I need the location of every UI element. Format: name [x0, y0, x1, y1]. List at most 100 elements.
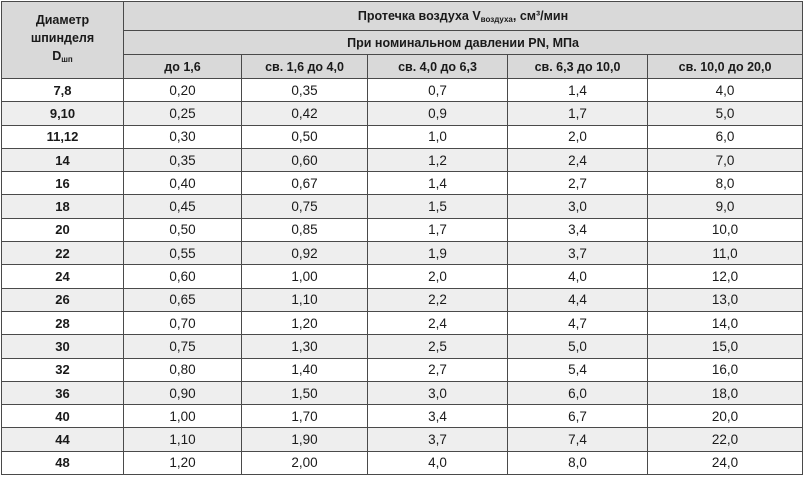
spindle-diameter-cell: 9,10	[1, 101, 124, 126]
spindle-diameter-cell: 32	[1, 357, 124, 382]
leakage-value-cell: 7,4	[507, 427, 648, 452]
leakage-value-cell: 8,0	[646, 171, 804, 196]
leakage-value-cell: 1,5	[367, 194, 508, 219]
table-row: 7,8 0,20 0,35 0,7 1,4 4,0	[1, 77, 804, 103]
air-leakage-title: Протечка воздуха Vвоздуха, см³/мин	[122, 1, 804, 31]
leakage-value-cell: 3,0	[367, 380, 508, 406]
leakage-value-cell: 12,0	[646, 264, 804, 289]
spindle-diameter-cell: 36	[1, 380, 124, 406]
leakage-value-cell: 14,0	[646, 310, 804, 336]
corner-symbol: D	[52, 49, 62, 63]
title-tail: , см³/мин	[512, 8, 569, 23]
leakage-value-cell: 20,0	[646, 404, 804, 429]
leakage-value-cell: 2,4	[507, 147, 648, 173]
leakage-value-cell: 1,30	[241, 334, 368, 359]
leakage-value-cell: 22,0	[646, 427, 804, 452]
table-row: 36 0,90 1,50 3,0 6,0 18,0	[1, 380, 804, 406]
spindle-diameter-cell: 40	[1, 404, 124, 429]
leakage-value-cell: 15,0	[646, 334, 804, 359]
leakage-value-cell: 0,70	[123, 310, 242, 336]
spindle-diameter-cell: 44	[1, 427, 124, 452]
leakage-value-cell: 16,0	[646, 357, 804, 382]
leakage-value-cell: 5,0	[507, 334, 648, 359]
title-subscript: воздуха	[480, 14, 513, 24]
leakage-value-cell: 0,40	[123, 171, 242, 196]
leakage-value-cell: 3,7	[367, 427, 508, 452]
spindle-diameter-cell: 11,12	[1, 124, 124, 149]
leakage-value-cell: 5,4	[507, 357, 648, 382]
leakage-value-cell: 1,00	[123, 404, 242, 429]
spindle-diameter-cell: 24	[1, 264, 124, 289]
table-row: 30 0,75 1,30 2,5 5,0 15,0	[1, 334, 804, 359]
leakage-value-cell: 11,0	[646, 241, 804, 266]
leakage-value-cell: 0,50	[241, 124, 368, 149]
leakage-value-cell: 4,0	[507, 264, 648, 289]
leakage-value-cell: 2,4	[367, 310, 508, 336]
leakage-value-cell: 0,42	[241, 101, 368, 126]
spindle-diameter-cell: 48	[1, 450, 124, 476]
leakage-value-cell: 9,0	[646, 194, 804, 219]
table-row: 32 0,80 1,40 2,7 5,4 16,0	[1, 357, 804, 382]
leakage-value-cell: 8,0	[507, 450, 648, 476]
leakage-value-cell: 2,2	[367, 287, 508, 312]
air-leakage-table: Диаметр шпинделя Dшп Протечка воздуха Vв…	[1, 1, 804, 476]
leakage-value-cell: 2,0	[367, 264, 508, 289]
leakage-value-cell: 3,0	[507, 194, 648, 219]
table-row: 16 0,40 0,67 1,4 2,7 8,0	[1, 171, 804, 196]
leakage-value-cell: 0,30	[123, 124, 242, 149]
leakage-value-cell: 0,45	[123, 194, 242, 219]
leakage-value-cell: 0,60	[123, 264, 242, 289]
leakage-value-cell: 1,00	[241, 264, 368, 289]
table-header: Диаметр шпинделя Dшп Протечка воздуха Vв…	[1, 1, 804, 79]
leakage-value-cell: 0,25	[123, 101, 242, 126]
column-header: св. 10,0 до 20,0	[646, 54, 804, 79]
leakage-value-cell: 0,35	[123, 147, 242, 173]
leakage-value-cell: 24,0	[646, 450, 804, 476]
leakage-value-cell: 1,2	[367, 147, 508, 173]
table-row: 18 0,45 0,75 1,5 3,0 9,0	[1, 194, 804, 219]
leakage-value-cell: 1,0	[367, 124, 508, 149]
leakage-value-cell: 1,90	[241, 427, 368, 452]
leakage-value-cell: 1,10	[241, 287, 368, 312]
table-row: 24 0,60 1,00 2,0 4,0 12,0	[1, 264, 804, 289]
spindle-diameter-cell: 22	[1, 241, 124, 266]
spindle-diameter-cell: 26	[1, 287, 124, 312]
title-main: Протечка воздуха V	[357, 8, 481, 23]
table-row: 44 1,10 1,90 3,7 7,4 22,0	[1, 427, 804, 452]
spindle-diameter-cell: 18	[1, 194, 124, 219]
leakage-value-cell: 1,4	[367, 171, 508, 196]
table-body: 7,8 0,20 0,35 0,7 1,4 4,0 9,10 0,25 0,42 0,9 1,7 5,…	[1, 77, 804, 476]
leakage-value-cell: 3,4	[367, 404, 508, 429]
table-row: 11,12 0,30 0,50 1,0 2,0 6,0	[1, 124, 804, 149]
column-header: св. 6,3 до 10,0	[507, 54, 648, 79]
leakage-value-cell: 2,0	[507, 124, 648, 149]
leakage-value-cell: 6,0	[507, 380, 648, 406]
leakage-value-cell: 7,0	[646, 147, 804, 173]
table-row: 40 1,00 1,70 3,4 6,7 20,0	[1, 404, 804, 429]
leakage-value-cell: 0,60	[241, 147, 368, 173]
leakage-value-cell: 6,0	[646, 124, 804, 149]
spindle-diameter-header: Диаметр шпинделя Dшп	[1, 1, 124, 79]
leakage-value-cell: 2,7	[367, 357, 508, 382]
leakage-value-cell: 4,7	[507, 310, 648, 336]
table-row: 22 0,55 0,92 1,9 3,7 11,0	[1, 241, 804, 266]
corner-subscript: шп	[61, 55, 73, 64]
leakage-value-cell: 13,0	[646, 287, 804, 312]
spindle-diameter-cell: 20	[1, 217, 124, 243]
leakage-value-cell: 4,0	[646, 77, 804, 103]
leakage-value-cell: 0,75	[123, 334, 242, 359]
leakage-value-cell: 1,7	[367, 217, 508, 243]
leakage-value-cell: 0,7	[367, 77, 508, 103]
leakage-value-cell: 0,55	[123, 241, 242, 266]
spindle-diameter-cell: 28	[1, 310, 124, 336]
table-row: 9,10 0,25 0,42 0,9 1,7 5,0	[1, 101, 804, 126]
leakage-value-cell: 2,7	[507, 171, 648, 196]
leakage-value-cell: 18,0	[646, 380, 804, 406]
table-row: 28 0,70 1,20 2,4 4,7 14,0	[1, 310, 804, 336]
corner-line1: Диаметр	[35, 13, 90, 27]
leakage-value-cell: 0,75	[241, 194, 368, 219]
leakage-value-cell: 0,50	[123, 217, 242, 243]
leakage-value-cell: 1,7	[507, 101, 648, 126]
leakage-value-cell: 0,90	[123, 380, 242, 406]
leakage-value-cell: 3,4	[507, 217, 648, 243]
